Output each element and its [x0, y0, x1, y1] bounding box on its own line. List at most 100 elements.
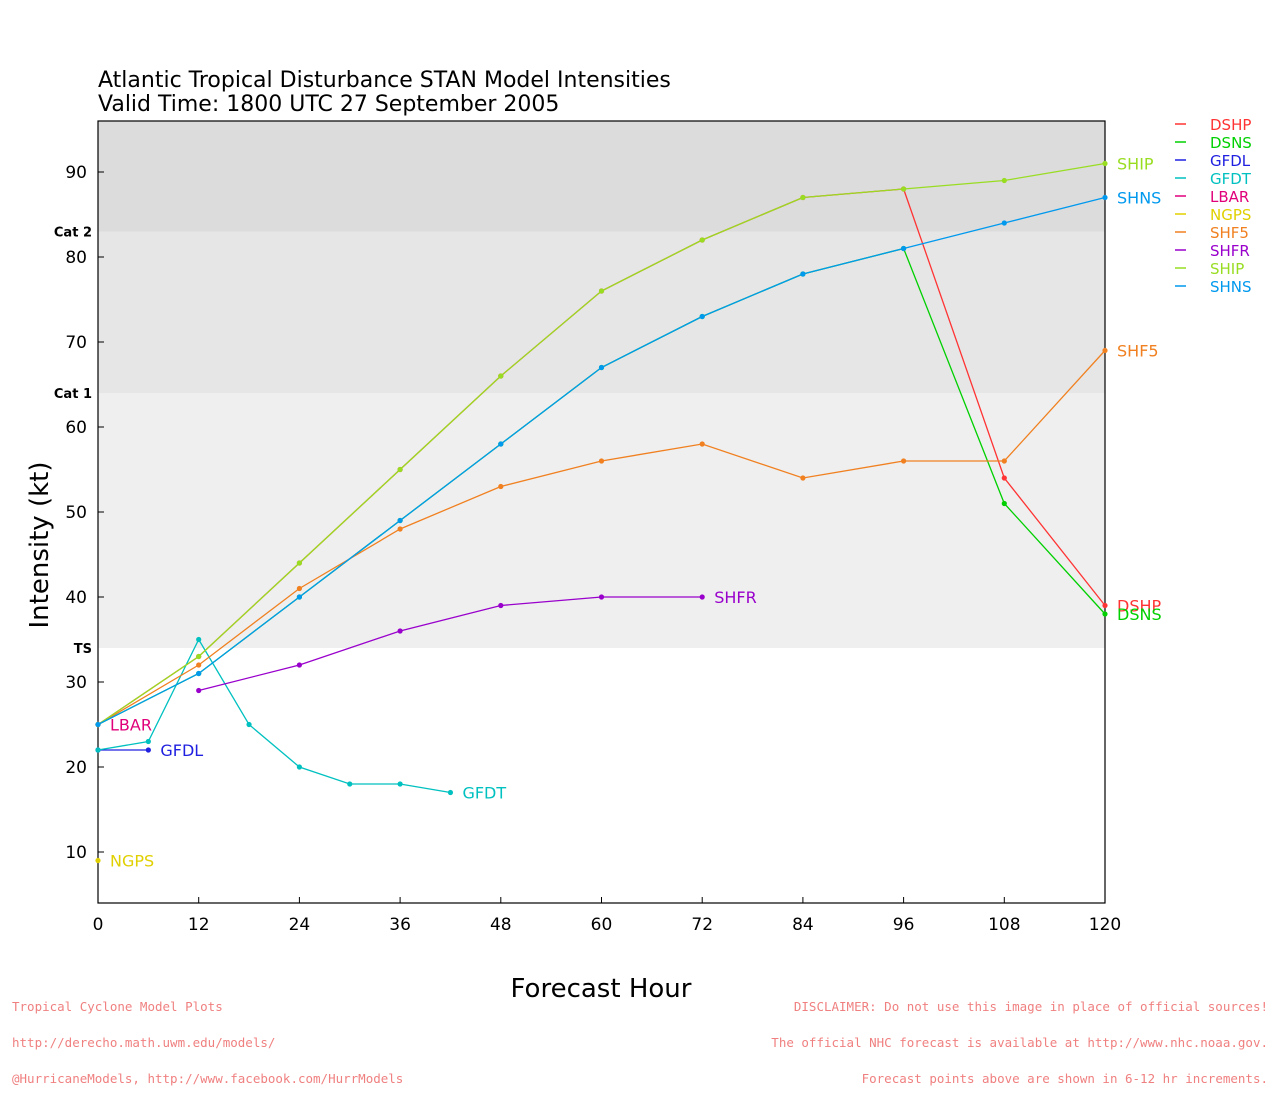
data-point: [1001, 220, 1007, 226]
legend-entry: SHF5: [1210, 224, 1249, 242]
footer-credit-line: @HurricaneModels, http://www.facebook.co…: [12, 1071, 404, 1086]
x-tick-label: 0: [93, 915, 104, 935]
legend-entry: LBAR: [1210, 188, 1249, 206]
data-point: [145, 738, 151, 745]
series-end-label: DSNS: [1117, 605, 1162, 624]
data-point: [397, 526, 403, 532]
data-point: [246, 721, 252, 728]
data-point: [196, 636, 202, 643]
data-point: [901, 186, 907, 192]
series-line: [198, 596, 703, 692]
x-tick-label: 108: [988, 915, 1020, 935]
y-tick-label: 70: [65, 333, 87, 353]
band-label: TS: [74, 642, 92, 657]
data-point: [1001, 500, 1007, 507]
footer-disclaimer-line: DISCLAIMER: Do not use this image in pla…: [793, 999, 1268, 1014]
x-tick-label: 72: [691, 915, 713, 935]
data-point: [800, 194, 806, 201]
y-tick-label: 50: [65, 503, 87, 523]
footer-credit-line: Tropical Cyclone Model Plots: [12, 999, 223, 1014]
series-end-label: SHIP: [1117, 155, 1154, 174]
data-point: [296, 585, 302, 592]
data-point: [1102, 194, 1108, 201]
legend-entry: GFDT: [1210, 170, 1252, 188]
data-point: [145, 747, 151, 753]
data-point: [196, 687, 202, 694]
data-point: [699, 594, 705, 600]
data-point: [1001, 177, 1007, 184]
intensity-category-bands: TS Cat 1 Cat 2: [54, 121, 1105, 657]
legend-entry: NGPS: [1210, 206, 1251, 224]
x-tick-label: 36: [389, 915, 411, 935]
data-point: [1102, 611, 1108, 617]
x-tick-label: 60: [591, 915, 613, 935]
series-shns: [95, 194, 1108, 728]
footer-disclaimer-line: The official NHC forecast is available a…: [771, 1035, 1268, 1050]
chart-title: Atlantic Tropical Disturbance STAN Model…: [98, 68, 671, 93]
series-end-label: DSHP: [1117, 597, 1162, 616]
band-0: [98, 393, 1105, 648]
data-point: [1102, 160, 1108, 167]
data-point: [95, 857, 101, 864]
band-label: Cat 2: [54, 226, 92, 241]
data-point: [498, 373, 504, 379]
data-point: [800, 475, 806, 481]
series-shf5: [95, 347, 1108, 728]
data-point: [699, 313, 705, 320]
data-point: [598, 594, 605, 600]
data-point: [901, 245, 907, 252]
data-point: [1102, 602, 1108, 609]
footer-credits: Tropical Cyclone Model Plots http://dere…: [12, 977, 403, 1097]
y-tick-label: 40: [65, 588, 87, 608]
data-point: [95, 747, 101, 753]
legend-entry: SHFR: [1210, 242, 1250, 260]
series-line: [97, 638, 451, 794]
data-point: [1001, 458, 1007, 464]
data-point: [447, 789, 454, 796]
legend-entry: SHNS: [1210, 278, 1252, 296]
y-tick-label: 10: [65, 843, 87, 863]
data-point: [95, 721, 101, 728]
x-tick-label: 12: [188, 915, 210, 935]
band-label: Cat 1: [54, 387, 92, 402]
data-point: [598, 458, 605, 464]
y-tick-label: 90: [65, 163, 87, 183]
legend-entry: DSNS: [1210, 134, 1252, 152]
data-point: [498, 441, 504, 447]
data-point: [1001, 475, 1007, 481]
data-point: [296, 594, 302, 600]
data-point: [296, 662, 302, 668]
legend-entry: DSHP: [1210, 116, 1251, 134]
data-point: [498, 602, 504, 609]
band-2: [98, 121, 1105, 232]
x-tick-label: 48: [490, 915, 512, 935]
data-point: [598, 288, 605, 294]
data-point: [901, 458, 907, 464]
data-point: [1102, 347, 1108, 354]
data-point: [800, 271, 806, 277]
series-end-label: NGPS: [110, 852, 154, 871]
y-tick-label: 20: [65, 758, 87, 778]
footer-disclaimer-line: Forecast points above are shown in 6-12 …: [861, 1071, 1268, 1086]
series-end-label: GFDT: [462, 784, 506, 803]
data-point: [598, 364, 605, 371]
series-gfdl: [95, 747, 151, 753]
footer-credit-line: http://derecho.math.uwm.edu/models/: [12, 1035, 276, 1050]
x-tick-label: 96: [893, 915, 915, 935]
data-point: [498, 483, 504, 490]
intensity-chart: TS Cat 1 Cat 2 Atlantic Tropical Disturban…: [25, 68, 1252, 1004]
y-tick-label: 80: [65, 248, 87, 268]
data-point: [699, 237, 705, 243]
data-point: [347, 781, 353, 787]
series-end-label: LBAR: [110, 716, 152, 735]
series-gfdt: [95, 636, 454, 796]
series-lines: [95, 160, 1108, 864]
data-point: [397, 517, 403, 524]
data-point: [196, 662, 202, 668]
data-point: [296, 764, 302, 770]
y-axis-label: Intensity (kt): [25, 462, 55, 629]
x-axis-label: Forecast Hour: [511, 974, 692, 1004]
data-point: [296, 560, 302, 566]
